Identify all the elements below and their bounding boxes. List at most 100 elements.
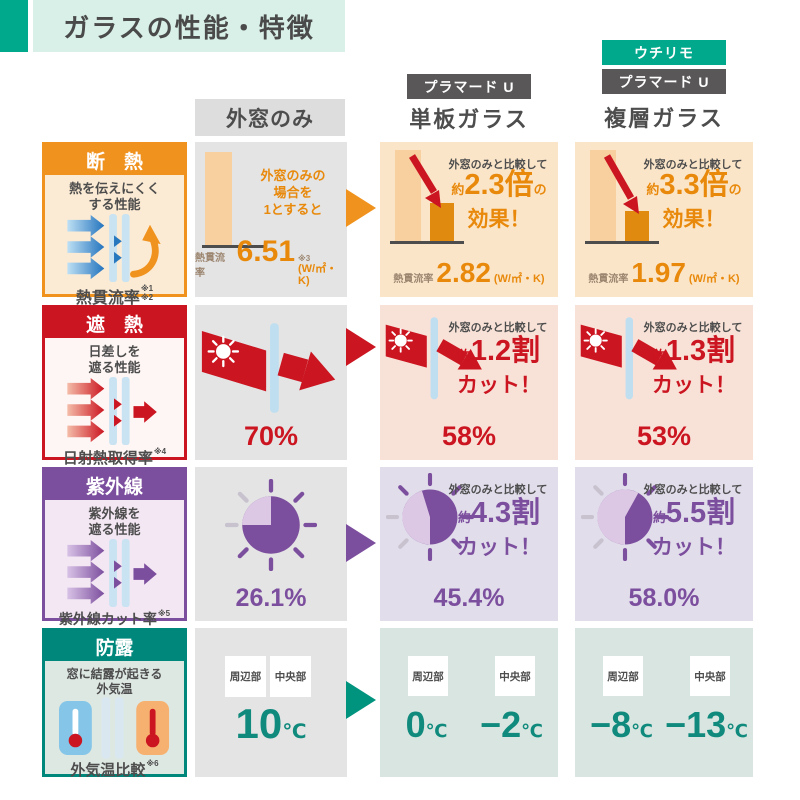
compare-tail: カット！ bbox=[457, 374, 541, 397]
sun-heat-arrow-icon bbox=[201, 323, 336, 413]
feature-desc-insulation: 熱を伝えにくく する性能 bbox=[69, 181, 160, 213]
metric-value: 2.82 bbox=[436, 256, 491, 288]
metric-line: 熱貫流率 2.82 (W/㎡・K) bbox=[393, 256, 545, 288]
bar-outer-only bbox=[205, 152, 232, 245]
cell-shading-single: 外窓のみと比較して 約1.2割 カット！ 58% bbox=[380, 305, 558, 460]
cell-uv-base: 26.1% bbox=[195, 467, 347, 621]
uv-sun-pie-icon bbox=[225, 479, 317, 571]
cell-insulation-double: 外窓のみと比較して 約3.3倍の 効果！ 熱貫流率 1.97 (W/㎡・K) bbox=[575, 142, 753, 297]
feature-title-shading: 遮 熱 bbox=[45, 308, 184, 338]
metric-value: 70% bbox=[243, 421, 299, 451]
column-head-single-glass: プラマード U 単板ガラス bbox=[380, 74, 558, 134]
feature-desc-dew: 窓に結露が起きる 外気温 bbox=[66, 667, 163, 696]
feature-dew: 防露 窓に結露が起きる 外気温 外気温比較※6 bbox=[42, 628, 187, 779]
temp-label-perimeter: 周辺部 bbox=[603, 656, 643, 696]
title-accent-square bbox=[0, 0, 28, 52]
footnote-mark: ※5 bbox=[157, 608, 171, 618]
cell-dew-base: 周辺部 中央部 10℃ bbox=[195, 628, 347, 777]
compare-tail: カット！ bbox=[652, 536, 736, 559]
temperature-value: −2℃ bbox=[480, 704, 543, 745]
feature-uv: 紫外線 紫外線を 遮る性能 紫外線カット率※5 bbox=[42, 467, 187, 627]
brand-badge-plamade-u: プラマード U bbox=[407, 74, 531, 99]
compare-note: 外窓のみと比較して bbox=[448, 484, 548, 496]
cell-insulation-base: 外窓のみの 場合を 1とすると 熱貫流率 6.51 ※3 (W/㎡・K) bbox=[195, 142, 347, 297]
compare-note: 外窓のみと比較して bbox=[643, 322, 743, 334]
compare-highlight: 約2.3倍の bbox=[451, 169, 547, 201]
heat-block-arrows-icon bbox=[45, 213, 184, 284]
metric-value: 45.4% bbox=[433, 584, 505, 612]
temperature-value: −8℃ bbox=[590, 704, 653, 745]
cell-dew-double: 周辺部 中央部 −8℃ −13℃ bbox=[575, 628, 753, 777]
cell-shading-base: 70% bbox=[195, 305, 347, 460]
sun-arrow-block-icon bbox=[45, 376, 184, 447]
temperature-values: 0℃ −2℃ bbox=[380, 702, 558, 749]
temperature-value: 0℃ bbox=[405, 704, 448, 745]
feature-metric-uv: 紫外線カット率※5 bbox=[58, 608, 171, 627]
temperature-values: −8℃ −13℃ bbox=[575, 702, 753, 749]
feature-desc-shading: 日差しを 遮る性能 bbox=[88, 344, 141, 376]
compare-highlight: 約1.3割 bbox=[652, 335, 736, 367]
cell-uv-single: 外窓のみと比較して 約4.3割 カット！ 45.4% bbox=[380, 467, 558, 621]
column-head-outer-window-only: 外窓のみ bbox=[195, 99, 345, 136]
page-title: ガラスの性能・特徴 bbox=[33, 0, 345, 52]
flow-arrow-shading bbox=[346, 328, 376, 366]
feature-metric-shading: 日射熱取得率※4 bbox=[62, 446, 167, 467]
feature-insulation: 断 熱 熱を伝えにくく する性能 熱貫流率※1 ※2 bbox=[42, 142, 187, 307]
sun-heat-cut-arrow-icon bbox=[580, 317, 677, 400]
flow-arrow-uv bbox=[346, 524, 376, 562]
compare-note: 外窓のみと比較して bbox=[643, 484, 743, 496]
footnote-mark: ※4 bbox=[153, 446, 167, 456]
metric-line: 熱貫流率 6.51 ※3 (W/㎡・K) bbox=[195, 234, 338, 287]
metric-value: 58.0% bbox=[628, 584, 700, 612]
brand-badge-uchirimo: ウチリモ bbox=[602, 40, 726, 65]
flow-arrow-dew bbox=[346, 681, 376, 719]
feature-metric-dew: 外気温比較※6 bbox=[70, 759, 159, 779]
metric-line: 熱貫流率 1.97 (W/㎡・K) bbox=[588, 256, 740, 288]
feature-desc-uv: 紫外線を 遮る性能 bbox=[88, 506, 141, 538]
temperature-value: 10℃ bbox=[235, 700, 307, 747]
brand-badge-plamade-u: プラマード U bbox=[602, 69, 726, 94]
compare-note: 外窓のみと比較して bbox=[448, 322, 548, 334]
compare-highlight: 約1.2割 bbox=[457, 335, 541, 367]
footnote-mark: ※1 ※2 bbox=[140, 283, 154, 302]
metric-value: 6.51 bbox=[236, 234, 296, 268]
metric-value: 53% bbox=[636, 421, 692, 451]
metric-value: 1.97 bbox=[631, 256, 686, 288]
compare-note: 外窓のみと比較して bbox=[643, 159, 743, 171]
temp-label-perimeter: 周辺部 bbox=[408, 656, 448, 696]
compare-highlight: 約5.5割 bbox=[652, 497, 736, 529]
flow-arrow-insulation bbox=[346, 189, 376, 227]
cell-insulation-single: 外窓のみと比較して 約2.3倍の 効果！ 熱貫流率 2.82 (W/㎡・K) bbox=[380, 142, 558, 297]
compare-highlight: 約4.3割 bbox=[457, 497, 541, 529]
column-label-single-glass: 単板ガラス bbox=[409, 107, 529, 132]
feature-shading: 遮 熱 日差しを 遮る性能 日射熱取得率※4 bbox=[42, 305, 187, 467]
compare-tail: 効果！ bbox=[467, 208, 531, 231]
compare-highlight: 約3.3倍の bbox=[646, 169, 742, 201]
footnote-mark: ※6 bbox=[146, 759, 159, 768]
bar-baseline bbox=[202, 245, 266, 248]
bar-compare-chart-icon bbox=[585, 150, 659, 244]
thermometers-icon bbox=[45, 697, 184, 759]
temp-label-perimeter: 周辺部 bbox=[225, 656, 266, 697]
column-head-double-glass: ウチリモ プラマード U 複層ガラス bbox=[575, 40, 753, 133]
uv-arrows-icon bbox=[45, 538, 184, 609]
sun-heat-cut-arrow-icon bbox=[385, 317, 482, 400]
feature-title-dew: 防露 bbox=[45, 631, 184, 661]
temp-label-center: 中央部 bbox=[495, 656, 535, 696]
cell-dew-single: 周辺部 中央部 0℃ −2℃ bbox=[380, 628, 558, 777]
compare-note: 外窓のみと比較して bbox=[448, 159, 548, 171]
column-label-double-glass: 複層ガラス bbox=[604, 106, 724, 131]
metric-value: 58% bbox=[441, 421, 497, 451]
bar-compare-chart-icon bbox=[390, 150, 464, 244]
compare-tail: カット！ bbox=[457, 536, 541, 559]
temp-label-center: 中央部 bbox=[690, 656, 730, 696]
footnote-mark: ※3 bbox=[298, 253, 311, 263]
temp-label-center: 中央部 bbox=[270, 656, 311, 697]
compare-tail: 効果！ bbox=[662, 208, 726, 231]
compare-tail: カット！ bbox=[652, 374, 736, 397]
feature-title-insulation: 断 熱 bbox=[45, 145, 184, 175]
cell-shading-double: 外窓のみと比較して 約1.3割 カット！ 53% bbox=[575, 305, 753, 460]
metric-value: 26.1% bbox=[235, 584, 307, 612]
uv-sun-pie-icon bbox=[581, 473, 669, 561]
